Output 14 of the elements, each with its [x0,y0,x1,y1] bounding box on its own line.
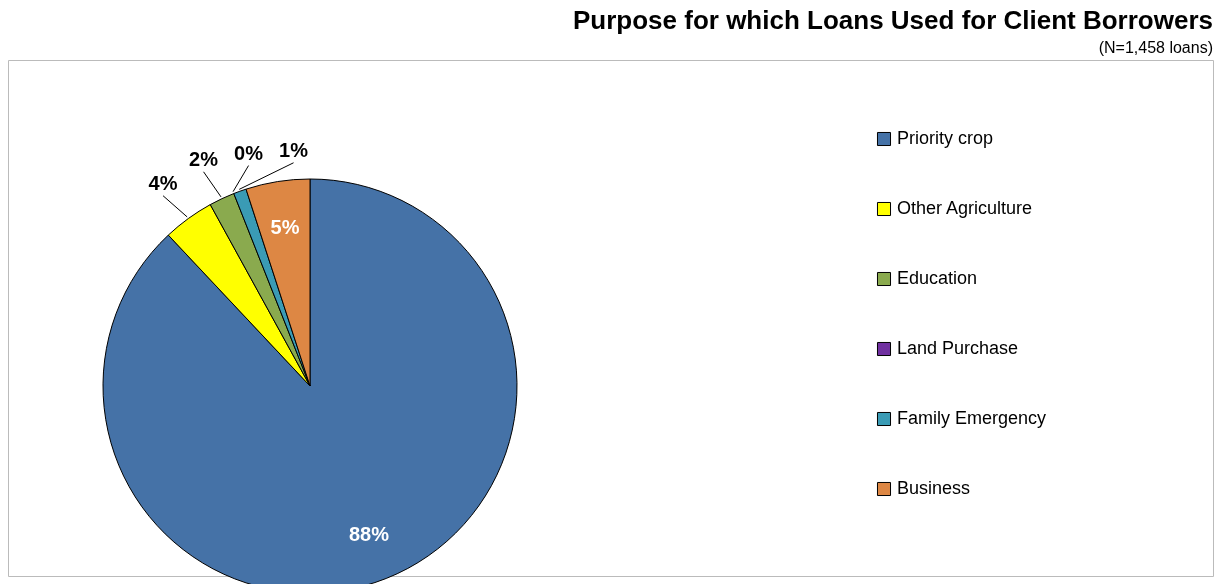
legend-label: Family Emergency [897,408,1047,428]
data-label: 88% [348,522,390,545]
data-label: 2% [189,147,219,170]
legend-label: Business [897,478,971,498]
data-label: 4% [148,171,178,194]
legend-label: Priority crop [897,128,994,148]
legend-label: Education [897,268,978,288]
legend-label: Land Purchase [897,338,1019,358]
data-label: 1% [279,138,309,161]
data-label: 5% [270,215,300,238]
legend-label: Other Agriculture [897,198,1033,218]
text: 0% [234,141,264,164]
chart-title: Purpose for which Loans Used for Client Borrowers [573,5,1213,35]
text: (N=1,458 loans) [1098,39,1213,56]
